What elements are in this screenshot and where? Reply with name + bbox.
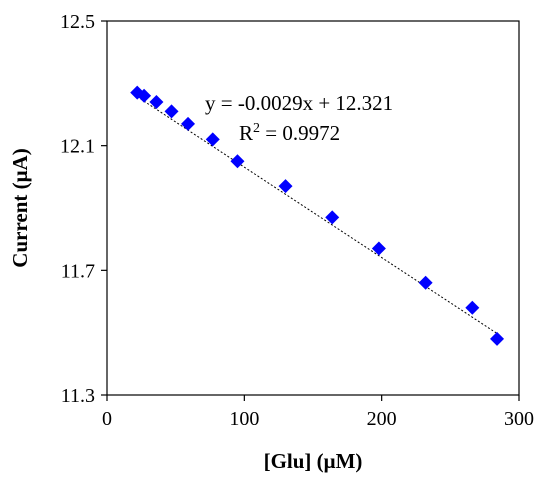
- y-tick-label: 11.3: [61, 385, 95, 407]
- x-axis-tick-labels: 0 100 200 300: [102, 408, 534, 430]
- y-tick-label: 11.7: [61, 260, 95, 282]
- x-axis-ticks: [106, 395, 520, 401]
- data-points: [130, 85, 505, 346]
- data-point: [325, 210, 340, 225]
- data-point: [490, 331, 505, 346]
- data-point: [181, 116, 196, 131]
- y-axis-ticks: [101, 20, 107, 396]
- data-point: [230, 154, 245, 169]
- plot-frame: [106, 20, 520, 396]
- data-point: [371, 241, 386, 256]
- y-tick-label: 12.5: [60, 11, 95, 33]
- x-tick-label: 100: [229, 408, 259, 430]
- y-axis-tick-labels: 11.3 11.7 12.1 12.5: [60, 11, 95, 407]
- r-squared-superscript: 2: [253, 121, 260, 136]
- data-point: [164, 104, 179, 119]
- r-squared-value: = 0.9972: [260, 121, 340, 145]
- data-point: [149, 95, 164, 110]
- r-squared-annotation: R2 = 0.9972: [239, 121, 340, 145]
- data-point: [137, 88, 152, 103]
- data-point: [205, 132, 220, 147]
- data-point: [418, 275, 433, 290]
- equation-annotation: y = -0.0029x + 12.321: [205, 91, 393, 115]
- y-axis-title: Current (μA): [8, 148, 32, 267]
- data-point: [278, 179, 293, 194]
- r-squared-prefix: R: [239, 121, 253, 145]
- data-point: [465, 300, 480, 315]
- x-axis-title: [Glu] (μM): [264, 449, 363, 473]
- x-tick-label: 0: [102, 408, 112, 430]
- x-tick-label: 200: [367, 408, 397, 430]
- x-tick-label: 300: [504, 408, 534, 430]
- y-tick-label: 12.1: [60, 136, 95, 158]
